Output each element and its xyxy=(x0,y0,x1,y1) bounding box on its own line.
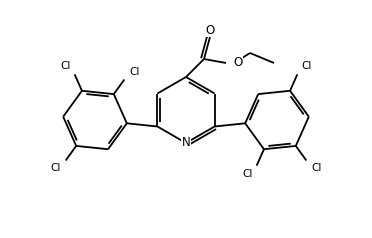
Text: Cl: Cl xyxy=(61,61,71,71)
Text: N: N xyxy=(182,137,190,149)
Text: Cl: Cl xyxy=(50,163,60,173)
Text: Cl: Cl xyxy=(301,61,311,71)
Text: O: O xyxy=(205,24,215,36)
Text: O: O xyxy=(233,56,242,69)
Text: Cl: Cl xyxy=(129,67,140,77)
Text: Cl: Cl xyxy=(312,163,322,173)
Text: Cl: Cl xyxy=(243,169,253,179)
